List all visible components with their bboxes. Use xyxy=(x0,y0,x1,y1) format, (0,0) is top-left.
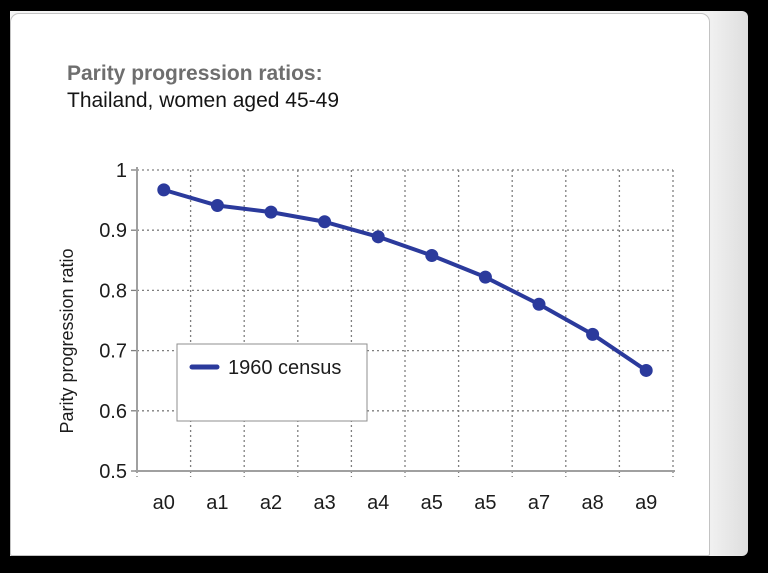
chart-subtitle: Thailand, women aged 45-49 xyxy=(67,89,340,112)
data-point-a8 xyxy=(586,327,600,341)
y-tick-label: 0.8 xyxy=(99,280,127,302)
x-tick-label: a9 xyxy=(635,492,657,514)
data-point-a5 xyxy=(425,248,439,262)
chart-title: Parity progression ratios: xyxy=(67,62,323,85)
data-point-a5 xyxy=(478,270,492,284)
x-tick-label: a0 xyxy=(153,492,175,514)
y-axis-title: Parity progression ratio xyxy=(57,248,77,433)
y-tick-label: 0.7 xyxy=(99,341,127,363)
x-tick-label: a3 xyxy=(313,492,335,514)
legend-box xyxy=(176,343,368,422)
data-point-a1 xyxy=(210,199,224,213)
title-block: Parity progression ratios: Thailand, wom… xyxy=(67,60,339,114)
x-tick-label: a5 xyxy=(421,492,443,514)
x-tick-label: a5 xyxy=(474,492,496,514)
data-point-a4 xyxy=(371,230,385,244)
y-tick-label: 0.9 xyxy=(99,220,127,242)
x-tick-label: a8 xyxy=(581,492,603,514)
x-tick-label: a1 xyxy=(206,492,228,514)
data-point-a7 xyxy=(532,297,546,311)
data-point-a9 xyxy=(639,363,653,377)
data-point-a0 xyxy=(157,183,171,197)
chart-card: Parity progression ratios: Thailand, wom… xyxy=(10,13,710,556)
y-tick-label: 0.5 xyxy=(99,461,127,483)
data-point-a3 xyxy=(318,215,332,229)
y-tick-label: 0.6 xyxy=(99,401,127,423)
y-tick-label: 1 xyxy=(116,160,127,182)
series-line-1960-census xyxy=(161,187,649,373)
data-point-a2 xyxy=(264,205,278,219)
x-tick-label: a7 xyxy=(528,492,550,514)
x-tick-label: a4 xyxy=(367,492,389,514)
legend-label: 1960 census xyxy=(228,357,341,379)
x-tick-label: a2 xyxy=(260,492,282,514)
